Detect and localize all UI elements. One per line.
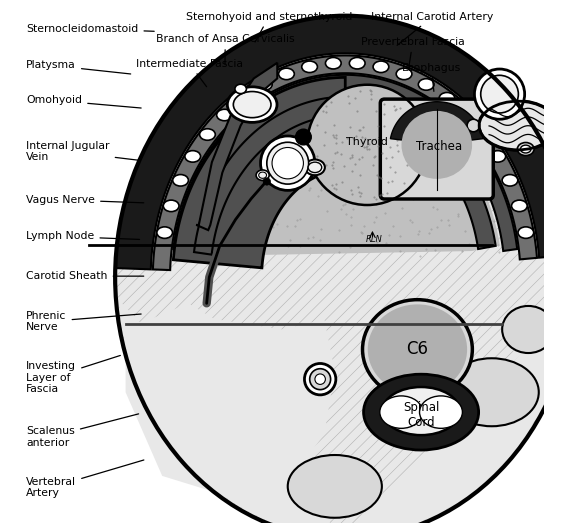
Ellipse shape xyxy=(445,358,539,426)
Ellipse shape xyxy=(458,109,474,121)
Circle shape xyxy=(260,136,315,190)
Ellipse shape xyxy=(308,162,321,173)
Text: Vertebral
Artery: Vertebral Artery xyxy=(26,460,144,498)
Text: Omohyoid: Omohyoid xyxy=(26,95,141,108)
Circle shape xyxy=(481,75,518,113)
Ellipse shape xyxy=(439,93,455,104)
Ellipse shape xyxy=(420,396,462,428)
Ellipse shape xyxy=(185,151,201,162)
Text: RLN: RLN xyxy=(366,235,383,244)
Polygon shape xyxy=(196,63,277,230)
Ellipse shape xyxy=(511,200,527,212)
Ellipse shape xyxy=(373,61,389,73)
Circle shape xyxy=(263,178,271,185)
Circle shape xyxy=(295,129,311,145)
Text: C6: C6 xyxy=(406,340,428,358)
Circle shape xyxy=(315,374,325,384)
Polygon shape xyxy=(194,97,496,255)
Text: Thyroid: Thyroid xyxy=(346,137,388,147)
Ellipse shape xyxy=(520,145,531,153)
Ellipse shape xyxy=(383,387,460,435)
Ellipse shape xyxy=(259,172,267,178)
Text: Investing
Layer of
Fascia: Investing Layer of Fascia xyxy=(26,356,120,394)
Text: Internal Jugular
Vein: Internal Jugular Vein xyxy=(26,141,138,163)
Ellipse shape xyxy=(325,58,341,69)
Polygon shape xyxy=(153,55,537,270)
Ellipse shape xyxy=(257,78,272,90)
Ellipse shape xyxy=(302,61,318,73)
Polygon shape xyxy=(21,0,544,523)
Polygon shape xyxy=(173,75,517,251)
Ellipse shape xyxy=(479,100,557,151)
Text: Scalenus
anterior: Scalenus anterior xyxy=(26,414,138,448)
Text: Sternohyoid and sternothyroid: Sternohyoid and sternothyroid xyxy=(186,12,352,42)
Text: Internal Carotid Artery: Internal Carotid Artery xyxy=(371,12,494,46)
Text: Sternocleidomastoid: Sternocleidomastoid xyxy=(26,24,154,34)
Ellipse shape xyxy=(518,227,534,238)
Circle shape xyxy=(475,69,525,119)
Polygon shape xyxy=(188,93,500,256)
Ellipse shape xyxy=(216,109,232,121)
Ellipse shape xyxy=(349,58,365,69)
Ellipse shape xyxy=(288,455,382,518)
FancyBboxPatch shape xyxy=(380,99,493,199)
Polygon shape xyxy=(125,303,335,497)
Ellipse shape xyxy=(157,227,172,238)
Ellipse shape xyxy=(256,170,269,180)
Ellipse shape xyxy=(235,84,246,94)
Text: Esophagus: Esophagus xyxy=(402,63,461,92)
Circle shape xyxy=(267,142,308,184)
Polygon shape xyxy=(173,77,345,268)
Ellipse shape xyxy=(115,16,565,523)
Polygon shape xyxy=(119,300,565,523)
Text: Prevertebral Fascia: Prevertebral Fascia xyxy=(361,37,464,70)
Ellipse shape xyxy=(363,374,479,450)
Ellipse shape xyxy=(307,85,427,205)
Ellipse shape xyxy=(236,93,251,104)
Ellipse shape xyxy=(305,160,325,175)
Circle shape xyxy=(305,363,336,395)
Polygon shape xyxy=(176,79,342,264)
Polygon shape xyxy=(390,102,483,140)
Text: Intermediate Fascia: Intermediate Fascia xyxy=(136,59,243,87)
Text: Carotid Sheath: Carotid Sheath xyxy=(26,271,144,281)
Text: Platysma: Platysma xyxy=(26,60,131,74)
Ellipse shape xyxy=(418,78,434,90)
Ellipse shape xyxy=(163,200,179,212)
Polygon shape xyxy=(115,16,565,269)
Ellipse shape xyxy=(173,175,188,186)
Text: Spinal
Cord: Spinal Cord xyxy=(403,401,439,429)
Circle shape xyxy=(556,119,565,132)
Ellipse shape xyxy=(502,175,518,186)
Circle shape xyxy=(272,147,303,179)
Text: Lymph Node: Lymph Node xyxy=(26,231,140,242)
Ellipse shape xyxy=(475,129,491,140)
Ellipse shape xyxy=(233,92,271,118)
Text: Branch of Ansa Cervicalis: Branch of Ansa Cervicalis xyxy=(156,34,294,64)
Text: Phrenic
Nerve: Phrenic Nerve xyxy=(26,311,141,333)
Ellipse shape xyxy=(363,300,472,399)
Ellipse shape xyxy=(502,306,554,353)
Circle shape xyxy=(310,369,331,390)
Ellipse shape xyxy=(368,304,467,394)
Ellipse shape xyxy=(199,129,215,140)
Ellipse shape xyxy=(279,68,294,79)
Text: Vagus Nerve: Vagus Nerve xyxy=(26,195,144,205)
Ellipse shape xyxy=(396,68,412,79)
Ellipse shape xyxy=(490,151,506,162)
Circle shape xyxy=(467,119,480,132)
Ellipse shape xyxy=(380,396,423,428)
Ellipse shape xyxy=(402,111,472,179)
Text: Trachea: Trachea xyxy=(416,140,463,153)
Ellipse shape xyxy=(227,87,277,122)
Ellipse shape xyxy=(518,142,534,156)
